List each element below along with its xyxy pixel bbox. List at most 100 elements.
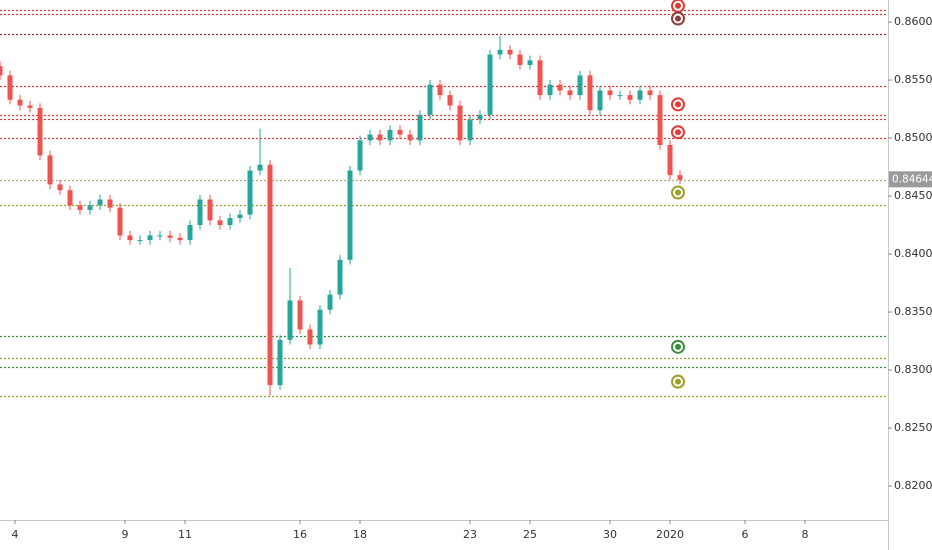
candle-body xyxy=(437,84,443,96)
candle-body xyxy=(187,225,193,241)
candle-body xyxy=(527,60,533,65)
candle-body xyxy=(587,75,593,111)
x-tick-label: 11 xyxy=(178,528,192,541)
x-tick-label: 18 xyxy=(353,528,367,541)
candle-body xyxy=(287,300,293,340)
candle-body xyxy=(27,105,33,108)
candle-body xyxy=(517,54,523,65)
candle-body xyxy=(607,90,613,96)
candle-body xyxy=(107,199,113,208)
alert-marker-dot xyxy=(675,2,681,9)
candle-body xyxy=(267,164,273,386)
candle-body xyxy=(477,114,483,120)
x-tick-label: 23 xyxy=(463,528,477,541)
candle-body xyxy=(157,235,163,237)
candle-body xyxy=(307,329,313,345)
candle-body xyxy=(577,75,583,96)
candle-body xyxy=(87,205,93,210)
candle-body xyxy=(337,259,343,295)
alert-marker-dot xyxy=(675,343,681,350)
candle-body xyxy=(327,294,333,310)
candle-body xyxy=(507,49,513,55)
candle-body xyxy=(557,84,563,91)
candle-body xyxy=(207,199,213,221)
candle-body xyxy=(177,237,183,241)
candle-body xyxy=(617,95,623,97)
candle-body xyxy=(427,84,433,115)
candle-body xyxy=(447,95,453,106)
x-tick-label: 4 xyxy=(12,528,19,541)
candle-body xyxy=(397,129,403,135)
candle-body xyxy=(417,114,423,141)
candle-body xyxy=(637,90,643,100)
candle-body xyxy=(77,205,83,210)
candle-body xyxy=(627,95,633,100)
candle-body xyxy=(647,90,653,96)
candle-body xyxy=(677,175,683,180)
candle-body xyxy=(667,144,673,176)
candle-body xyxy=(467,119,473,141)
x-tick-label: 30 xyxy=(603,528,617,541)
candle-body xyxy=(407,134,413,141)
candle-body xyxy=(547,84,553,96)
x-tick-label: 6 xyxy=(742,528,749,541)
candle-body xyxy=(657,95,663,145)
candle-body xyxy=(0,66,3,76)
candle-body xyxy=(377,134,383,141)
x-tick-label: 8 xyxy=(802,528,809,541)
last-price-label: 0.84644 xyxy=(892,173,932,185)
candle-body xyxy=(97,199,103,206)
candle-body xyxy=(57,184,63,191)
candle-body xyxy=(247,170,253,215)
alert-marker-dot xyxy=(675,15,681,22)
x-tick-label: 16 xyxy=(293,528,307,541)
candle-body xyxy=(277,339,283,386)
candle-body xyxy=(197,199,203,226)
candle-body xyxy=(167,235,173,238)
candle-body xyxy=(567,90,573,96)
alert-marker-dot xyxy=(675,101,681,108)
candle-body xyxy=(227,218,233,226)
alert-marker-dot xyxy=(675,129,681,136)
candle-body xyxy=(137,240,143,242)
candle-body xyxy=(147,235,153,241)
candle-body xyxy=(17,99,23,106)
candle-body xyxy=(257,164,263,171)
x-tick-label: 2020 xyxy=(656,528,684,541)
candle-body xyxy=(497,49,503,55)
candle-body xyxy=(7,75,13,100)
candle-body xyxy=(457,105,463,141)
candle-body xyxy=(357,140,363,171)
candle-body xyxy=(387,129,393,141)
candle-body xyxy=(237,214,243,219)
alert-marker-dot xyxy=(675,189,681,196)
candle-body xyxy=(317,309,323,345)
candle-body xyxy=(597,90,603,111)
candle-body xyxy=(487,54,493,115)
candle-body xyxy=(117,207,123,236)
candle-body xyxy=(537,60,543,96)
candle-body xyxy=(67,190,73,206)
candle-body xyxy=(37,107,43,156)
y-tick-label: 0.86000 xyxy=(894,15,932,28)
candle-body xyxy=(47,155,53,185)
candle-body xyxy=(217,220,223,226)
alert-marker-dot xyxy=(675,378,681,385)
x-tick-label: 9 xyxy=(122,528,129,541)
candle-body xyxy=(347,170,353,260)
last-price-box xyxy=(889,171,932,188)
candle-body xyxy=(127,235,133,241)
candle-body xyxy=(297,300,303,330)
candle-body xyxy=(367,134,373,141)
x-tick-label: 25 xyxy=(523,528,537,541)
